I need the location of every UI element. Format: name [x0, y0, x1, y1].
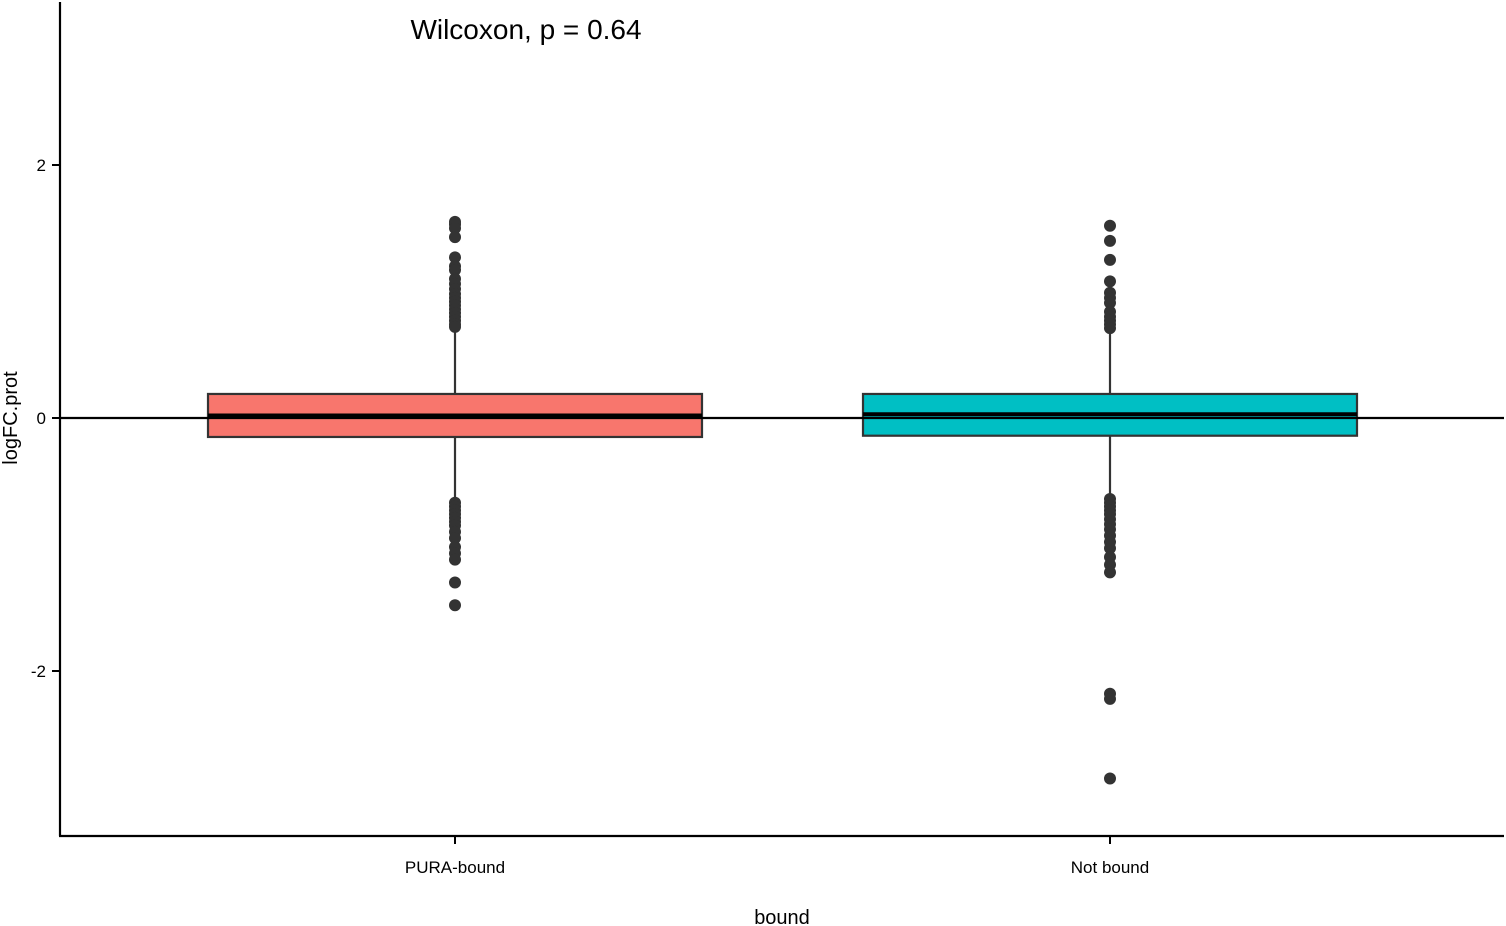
x-tick-label: PURA-bound [405, 858, 505, 877]
outliers-layer [449, 215, 1116, 785]
outlier-point-pura-bound [449, 553, 461, 566]
boxes-layer [206, 331, 1359, 507]
outlier-point-not-bound [1104, 692, 1116, 705]
outlier-point-not-bound [1104, 296, 1116, 309]
outlier-point-pura-bound [449, 576, 461, 589]
outlier-point-pura-bound [449, 231, 461, 244]
outlier-point-not-bound [1104, 275, 1116, 288]
outlier-point-not-bound [1104, 234, 1116, 247]
outlier-point-pura-bound [449, 320, 461, 333]
outlier-point-pura-bound [449, 263, 461, 276]
wilcoxon-annotation: Wilcoxon, p = 0.64 [410, 14, 641, 45]
y-tick-label: 0 [37, 409, 46, 428]
outlier-point-not-bound [1104, 566, 1116, 579]
outlier-point-not-bound [1104, 772, 1116, 785]
outlier-point-not-bound [1104, 542, 1116, 555]
y-tick-label: -2 [31, 662, 46, 681]
outlier-point-not-bound [1104, 253, 1116, 266]
x-tick-label: Not bound [1071, 858, 1149, 877]
y-tick-label: 2 [37, 156, 46, 175]
axes-layer: -2 0 2 PURA-bound Not bound [31, 2, 1504, 877]
outlier-point-not-bound [1104, 322, 1116, 335]
outlier-point-not-bound [1104, 219, 1116, 232]
x-axis-title: bound [754, 907, 810, 926]
labels-layer: Wilcoxon, p = 0.64 bound logFC.prot [0, 14, 810, 926]
y-axis-title: logFC.prot [0, 371, 22, 465]
outlier-point-pura-bound [449, 532, 461, 545]
outlier-point-pura-bound [449, 251, 461, 264]
outlier-point-pura-bound [449, 599, 461, 612]
outlier-point-pura-bound [449, 222, 461, 235]
